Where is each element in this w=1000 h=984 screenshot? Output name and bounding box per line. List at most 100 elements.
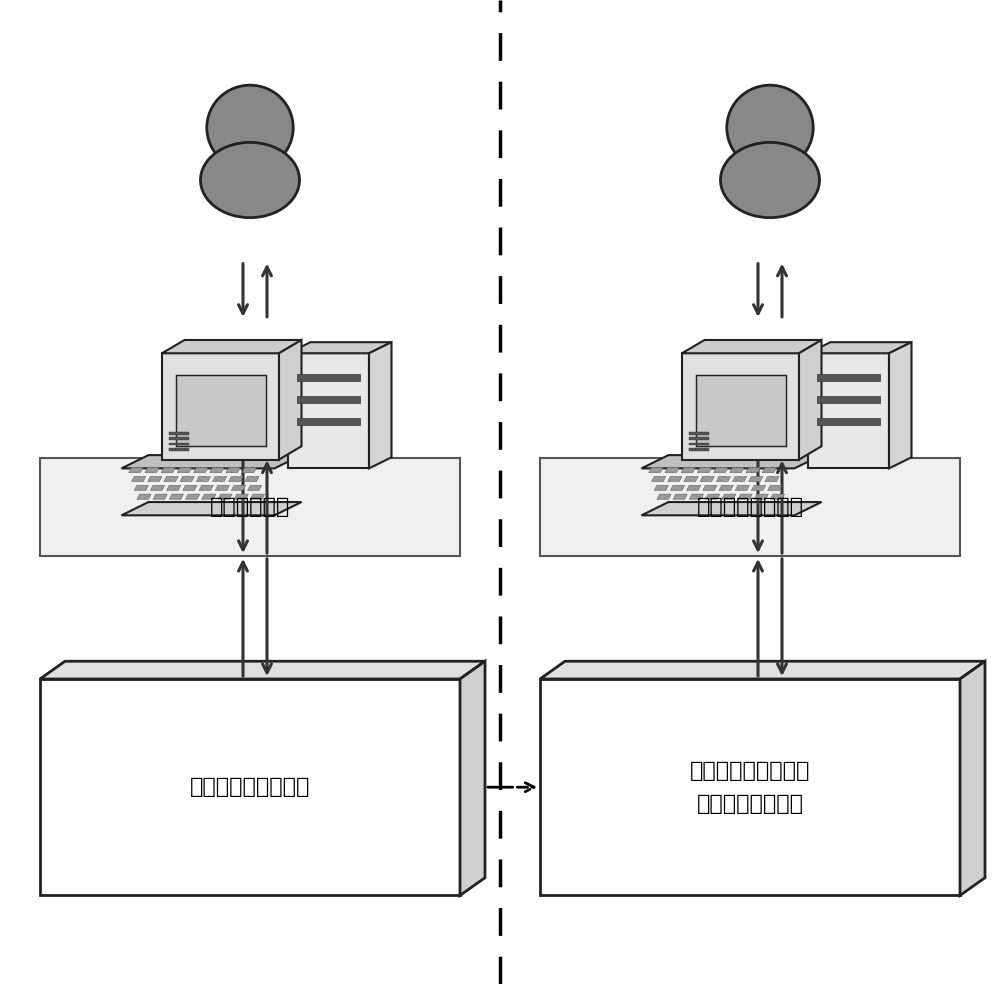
Polygon shape [689, 494, 704, 499]
Polygon shape [166, 485, 181, 490]
Polygon shape [177, 467, 192, 472]
Polygon shape [642, 455, 822, 468]
Polygon shape [134, 485, 148, 490]
FancyBboxPatch shape [169, 437, 189, 440]
Polygon shape [122, 455, 302, 468]
Polygon shape [145, 467, 159, 472]
FancyBboxPatch shape [817, 418, 880, 425]
Polygon shape [642, 502, 822, 516]
Circle shape [727, 86, 813, 170]
Polygon shape [250, 494, 265, 499]
Polygon shape [129, 467, 143, 472]
Polygon shape [150, 485, 165, 490]
Polygon shape [700, 476, 714, 481]
FancyBboxPatch shape [40, 679, 460, 895]
Polygon shape [670, 485, 685, 490]
Polygon shape [229, 476, 243, 481]
Polygon shape [749, 476, 763, 481]
Polygon shape [713, 467, 728, 472]
Polygon shape [754, 494, 768, 499]
Circle shape [207, 86, 293, 170]
Polygon shape [746, 467, 760, 472]
Polygon shape [226, 467, 240, 472]
Polygon shape [684, 476, 698, 481]
FancyBboxPatch shape [689, 437, 709, 440]
FancyBboxPatch shape [540, 458, 960, 556]
Polygon shape [153, 494, 167, 499]
Polygon shape [122, 502, 302, 516]
Polygon shape [183, 485, 197, 490]
Polygon shape [735, 485, 750, 490]
FancyBboxPatch shape [689, 448, 709, 451]
Polygon shape [770, 494, 785, 499]
Polygon shape [719, 485, 733, 490]
Polygon shape [686, 485, 701, 490]
FancyBboxPatch shape [808, 353, 889, 468]
Polygon shape [164, 476, 178, 481]
Polygon shape [212, 476, 227, 481]
Polygon shape [202, 494, 216, 499]
FancyBboxPatch shape [169, 443, 189, 446]
Polygon shape [234, 494, 248, 499]
FancyBboxPatch shape [817, 374, 880, 381]
Polygon shape [762, 467, 776, 472]
Polygon shape [185, 494, 200, 499]
Polygon shape [673, 494, 687, 499]
FancyBboxPatch shape [176, 376, 266, 447]
Polygon shape [738, 494, 752, 499]
Polygon shape [799, 339, 822, 460]
Polygon shape [196, 476, 211, 481]
Polygon shape [40, 661, 485, 679]
FancyBboxPatch shape [297, 396, 360, 402]
FancyBboxPatch shape [169, 432, 189, 435]
Text: 待标定的惯性测量单
元及数据采集系统: 待标定的惯性测量单 元及数据采集系统 [690, 761, 810, 814]
Polygon shape [162, 339, 302, 353]
Polygon shape [722, 494, 736, 499]
Polygon shape [665, 467, 679, 472]
Polygon shape [697, 467, 712, 472]
Polygon shape [369, 342, 392, 468]
FancyBboxPatch shape [40, 458, 460, 556]
Polygon shape [215, 485, 229, 490]
Polygon shape [540, 661, 985, 679]
Polygon shape [730, 467, 744, 472]
FancyBboxPatch shape [288, 353, 369, 468]
Polygon shape [889, 342, 912, 468]
Polygon shape [651, 476, 666, 481]
Polygon shape [668, 476, 682, 481]
FancyBboxPatch shape [297, 418, 360, 425]
FancyBboxPatch shape [169, 448, 189, 451]
FancyBboxPatch shape [162, 353, 279, 460]
Polygon shape [649, 467, 663, 472]
Polygon shape [703, 485, 717, 490]
Polygon shape [131, 476, 146, 481]
Polygon shape [288, 342, 392, 353]
FancyBboxPatch shape [817, 396, 880, 402]
Polygon shape [751, 485, 766, 490]
Ellipse shape [200, 143, 300, 217]
FancyBboxPatch shape [540, 679, 960, 895]
Ellipse shape [720, 143, 820, 217]
Polygon shape [218, 494, 232, 499]
Polygon shape [161, 467, 176, 472]
Polygon shape [716, 476, 731, 481]
Polygon shape [210, 467, 224, 472]
Polygon shape [808, 342, 912, 353]
Polygon shape [765, 476, 779, 481]
Polygon shape [231, 485, 246, 490]
Polygon shape [682, 339, 822, 353]
Polygon shape [460, 661, 485, 895]
Polygon shape [279, 339, 302, 460]
Polygon shape [242, 467, 256, 472]
Polygon shape [960, 661, 985, 895]
FancyBboxPatch shape [689, 443, 709, 446]
Text: 三轴转台驱动: 三轴转台驱动 [210, 497, 290, 517]
Polygon shape [137, 494, 151, 499]
Polygon shape [245, 476, 259, 481]
Polygon shape [657, 494, 671, 499]
Text: 某型号三轴精密转台: 某型号三轴精密转台 [190, 777, 310, 797]
FancyBboxPatch shape [696, 376, 786, 447]
FancyBboxPatch shape [689, 432, 709, 435]
Polygon shape [194, 467, 208, 472]
Polygon shape [768, 485, 782, 490]
